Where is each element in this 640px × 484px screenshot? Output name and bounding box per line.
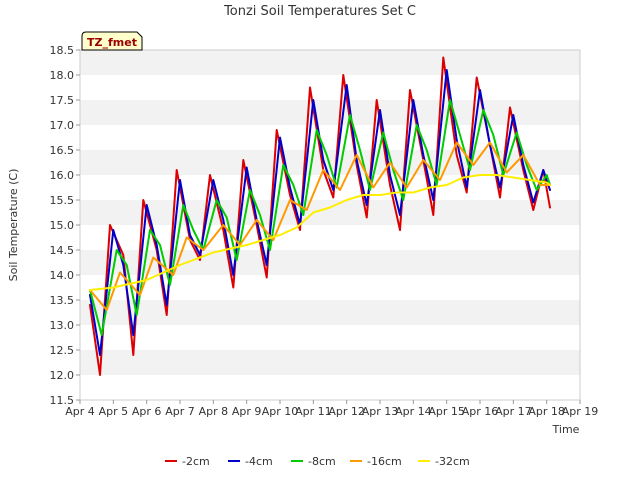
y-tick-label: 14.0 xyxy=(50,269,75,282)
y-tick-label: 17.5 xyxy=(50,94,75,107)
x-tick-label: Apr 15 xyxy=(428,405,465,418)
annotation-label: TZ_fmet xyxy=(87,36,137,49)
grid-band xyxy=(80,325,580,350)
series-line-4cmcm xyxy=(89,69,551,356)
annotation-box: TZ_fmet xyxy=(81,31,143,51)
x-tick-label: Apr 6 xyxy=(132,405,162,418)
x-tick-label: Apr 13 xyxy=(362,405,399,418)
grid-band xyxy=(80,50,580,75)
y-tick-label: 15.5 xyxy=(50,194,75,207)
grid-band xyxy=(80,75,580,100)
series-lines xyxy=(89,56,551,376)
grid-band xyxy=(80,200,580,225)
series-line-16cmcm xyxy=(89,141,551,311)
y-tick-label: 17.0 xyxy=(50,119,75,132)
grid-band xyxy=(80,375,580,400)
legend-label: -16cm xyxy=(367,455,402,468)
x-tick-label: Apr 17 xyxy=(495,405,532,418)
grid-band xyxy=(80,300,580,325)
series-line-8cmcm xyxy=(89,99,551,336)
legend-label: -2cm xyxy=(182,455,210,468)
x-axis-label: Time xyxy=(552,423,580,436)
legend-label: -4cm xyxy=(245,455,273,468)
y-axis-label: Soil Temperature (C) xyxy=(7,169,20,282)
x-tick-label: Apr 7 xyxy=(165,405,195,418)
x-tick-label: Apr 4 xyxy=(65,405,95,418)
grid-band xyxy=(80,350,580,375)
x-tick-label: Apr 19 xyxy=(562,405,599,418)
x-tick-label: Apr 18 xyxy=(528,405,565,418)
x-tick-label: Apr 16 xyxy=(462,405,499,418)
x-tick-label: Apr 9 xyxy=(232,405,262,418)
x-axis-ticks: Apr 4 Apr 5 Apr 6 Apr 7 Apr 8 Apr 9 Apr 10Apr … xyxy=(65,400,598,418)
grid-band xyxy=(80,100,580,125)
y-tick-label: 18.0 xyxy=(50,69,75,82)
legend: -2cm -4cm -8cm -16cm -32cm xyxy=(165,455,470,468)
y-tick-label: 16.5 xyxy=(50,144,75,157)
grid-band xyxy=(80,250,580,275)
y-tick-label: 14.5 xyxy=(50,244,75,257)
x-tick-label: Apr 10 xyxy=(262,405,299,418)
y-tick-label: 13.0 xyxy=(50,319,75,332)
y-tick-label: 12.5 xyxy=(50,344,75,357)
x-tick-label: Apr 5 xyxy=(99,405,129,418)
y-axis-ticks: 11.5 12.0 12.5 13.0 13.5 14.0 14.5 15.0 15.5 16.0… xyxy=(50,44,80,407)
grid-band xyxy=(80,275,580,300)
legend-label: -32cm xyxy=(435,455,470,468)
y-tick-label: 15.0 xyxy=(50,219,75,232)
x-tick-label: Apr 12 xyxy=(328,405,365,418)
chart-title: Tonzi Soil Temperatures Set C xyxy=(223,4,416,19)
grid-band xyxy=(80,225,580,250)
grid-bands xyxy=(80,50,580,400)
y-tick-label: 16.0 xyxy=(50,169,75,182)
x-tick-label: Apr 11 xyxy=(295,405,332,418)
y-tick-label: 12.0 xyxy=(50,369,75,382)
x-tick-label: Apr 14 xyxy=(395,405,432,418)
legend-label: -8cm xyxy=(308,455,336,468)
y-tick-label: 13.5 xyxy=(50,294,75,307)
y-tick-label: 11.5 xyxy=(50,394,75,407)
x-tick-label: Apr 8 xyxy=(199,405,229,418)
y-tick-label: 18.5 xyxy=(50,44,75,57)
series-line-32cmcm xyxy=(89,174,551,291)
